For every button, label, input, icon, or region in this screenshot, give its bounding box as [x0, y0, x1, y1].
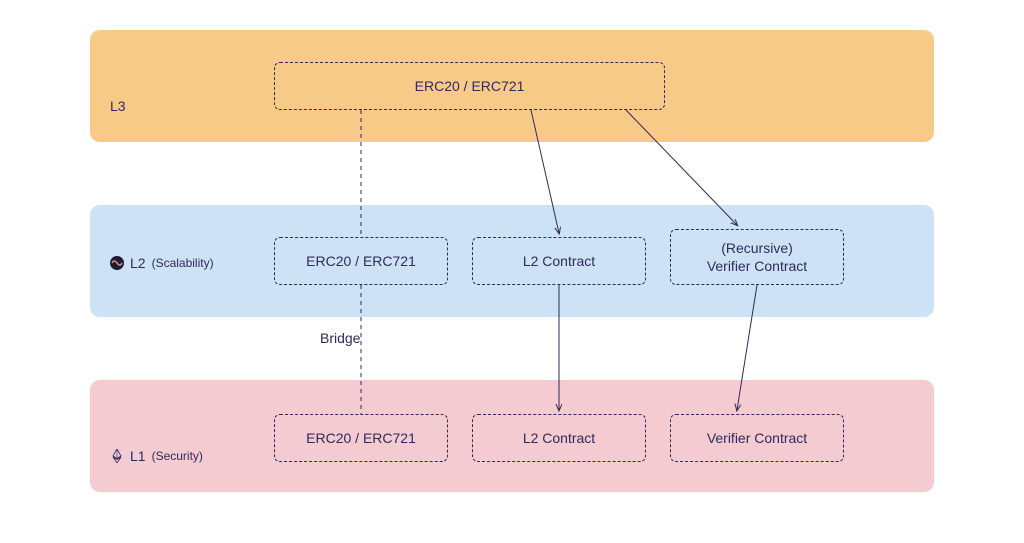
layer-diagram: L3 L2 (Scalability) L1 [90, 30, 934, 513]
layer-l2-sublabel: (Scalability) [152, 256, 214, 270]
starknet-icon [110, 256, 124, 270]
node-label: ERC20 / ERC721 [415, 77, 525, 95]
node-label: L2 Contract [523, 429, 595, 447]
node-l1-verifier: Verifier Contract [670, 414, 844, 462]
node-l3-erc: ERC20 / ERC721 [274, 62, 665, 110]
layer-l1-sublabel: (Security) [152, 449, 203, 463]
layer-l3-label: L3 [110, 98, 126, 114]
node-label: ERC20 / ERC721 [306, 429, 416, 447]
node-l1-l2contract: L2 Contract [472, 414, 646, 462]
node-label: Verifier Contract [707, 429, 807, 447]
node-l2-contract: L2 Contract [472, 237, 646, 285]
ethereum-icon [110, 449, 124, 463]
node-l1-erc: ERC20 / ERC721 [274, 414, 448, 462]
bridge-label: Bridge [320, 330, 360, 346]
layer-l1-label: L1 [130, 448, 146, 464]
node-label: L2 Contract [523, 252, 595, 270]
node-label-line1: (Recursive) [707, 239, 807, 257]
node-label: ERC20 / ERC721 [306, 252, 416, 270]
node-l2-erc: ERC20 / ERC721 [274, 237, 448, 285]
layer-l2-label: L2 [130, 255, 146, 271]
node-label-line2: Verifier Contract [707, 257, 807, 275]
node-l2-verifier: (Recursive) Verifier Contract [670, 229, 844, 285]
